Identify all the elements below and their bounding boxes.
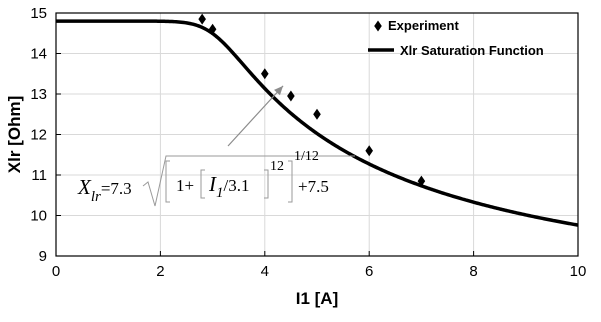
eq-coef: =7.3 <box>101 179 132 198</box>
annotation-arrow-line <box>227 85 284 147</box>
eq-var: I1/3.1 <box>208 172 249 201</box>
eq-left-bracket-inner <box>200 169 205 199</box>
eq-root-power: 1/12 <box>294 149 319 164</box>
series-layer <box>55 13 579 227</box>
x-tick-label: 2 <box>156 263 164 280</box>
legend: Experiment Xlr Saturation Function <box>368 18 544 58</box>
y-tick-label: 10 <box>30 208 47 225</box>
x-tick-label: 4 <box>261 263 269 280</box>
x-axis-title: I1 [A] <box>296 289 339 308</box>
experiment-point <box>365 145 373 157</box>
experiment-point <box>417 175 426 187</box>
eq-one-plus: 1+ <box>176 176 194 195</box>
y-tick-label: 9 <box>39 248 47 265</box>
experiment-point <box>261 68 269 80</box>
equation-text: Xlr=7.3 <box>77 175 132 205</box>
experiment-point <box>208 23 217 35</box>
eq-left-bracket-outer <box>165 160 170 203</box>
eq-right-bracket-outer <box>288 160 293 203</box>
eq-div: /3.1 <box>224 176 250 195</box>
eq-plus-const: +7.5 <box>298 177 329 196</box>
eq-var-i: I <box>208 172 217 196</box>
experiment-point <box>198 13 206 25</box>
legend-diamond-marker <box>374 20 382 32</box>
annotation-arrowhead <box>274 85 284 96</box>
y-tick-label: 12 <box>30 127 47 144</box>
x-tick-label: 10 <box>570 263 587 280</box>
experiment-point <box>287 90 295 102</box>
equation-annotation: Xlr=7.3 1+ I1/3.1 12 1/12 +7.5 <box>77 85 355 207</box>
x-tick-label: 0 <box>52 263 60 280</box>
eq-body: 1+ <box>176 176 194 195</box>
x-tick-label: 6 <box>365 263 373 280</box>
experiment-point <box>313 108 321 120</box>
y-tick-label: 15 <box>30 5 47 22</box>
y-tick-label: 11 <box>31 167 47 184</box>
legend-label-experiment: Experiment <box>388 18 459 33</box>
eq-lhs-sub: lr <box>91 189 101 205</box>
x-tick-label: 8 <box>469 263 477 280</box>
eq-var-sub: 1 <box>216 185 224 201</box>
saturation-function-line <box>55 19 579 227</box>
eq-power: 12 <box>270 159 284 174</box>
eq-right-bracket-inner <box>264 169 269 199</box>
eq-root-symbol <box>142 155 355 207</box>
axis-ticks: 0 2 4 6 8 10 9 10 11 12 13 14 15 <box>30 5 586 280</box>
eq-lhs: X <box>77 175 92 199</box>
y-axis-title: Xlr [Ohm] <box>5 96 24 173</box>
legend-label-saturation-function: Xlr Saturation Function <box>400 43 544 58</box>
y-tick-label: 14 <box>30 46 47 63</box>
y-tick-label: 13 <box>30 86 47 103</box>
